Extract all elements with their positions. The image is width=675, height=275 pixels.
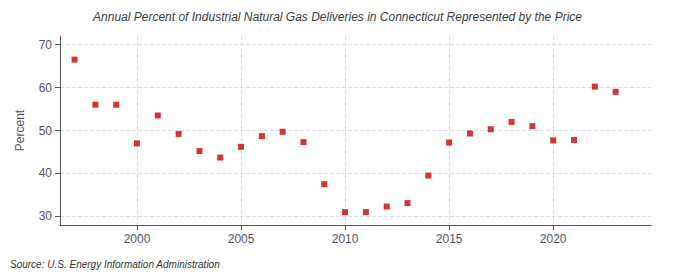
svg-text:60: 60 (39, 81, 53, 95)
svg-text:2020: 2020 (540, 232, 567, 246)
svg-text:30: 30 (39, 209, 53, 223)
svg-text:2005: 2005 (228, 232, 255, 246)
svg-text:40: 40 (39, 166, 53, 180)
svg-text:2015: 2015 (436, 232, 463, 246)
svg-text:Source: U.S. Energy Informatio: Source: U.S. Energy Information Administ… (10, 259, 220, 270)
svg-text:Percent: Percent (13, 109, 27, 151)
svg-text:Annual Percent of Industrial N: Annual Percent of Industrial Natural Gas… (92, 10, 582, 24)
svg-text:70: 70 (39, 38, 53, 52)
svg-text:2010: 2010 (332, 232, 359, 246)
svg-text:50: 50 (39, 124, 53, 138)
svg-text:2000: 2000 (124, 232, 151, 246)
